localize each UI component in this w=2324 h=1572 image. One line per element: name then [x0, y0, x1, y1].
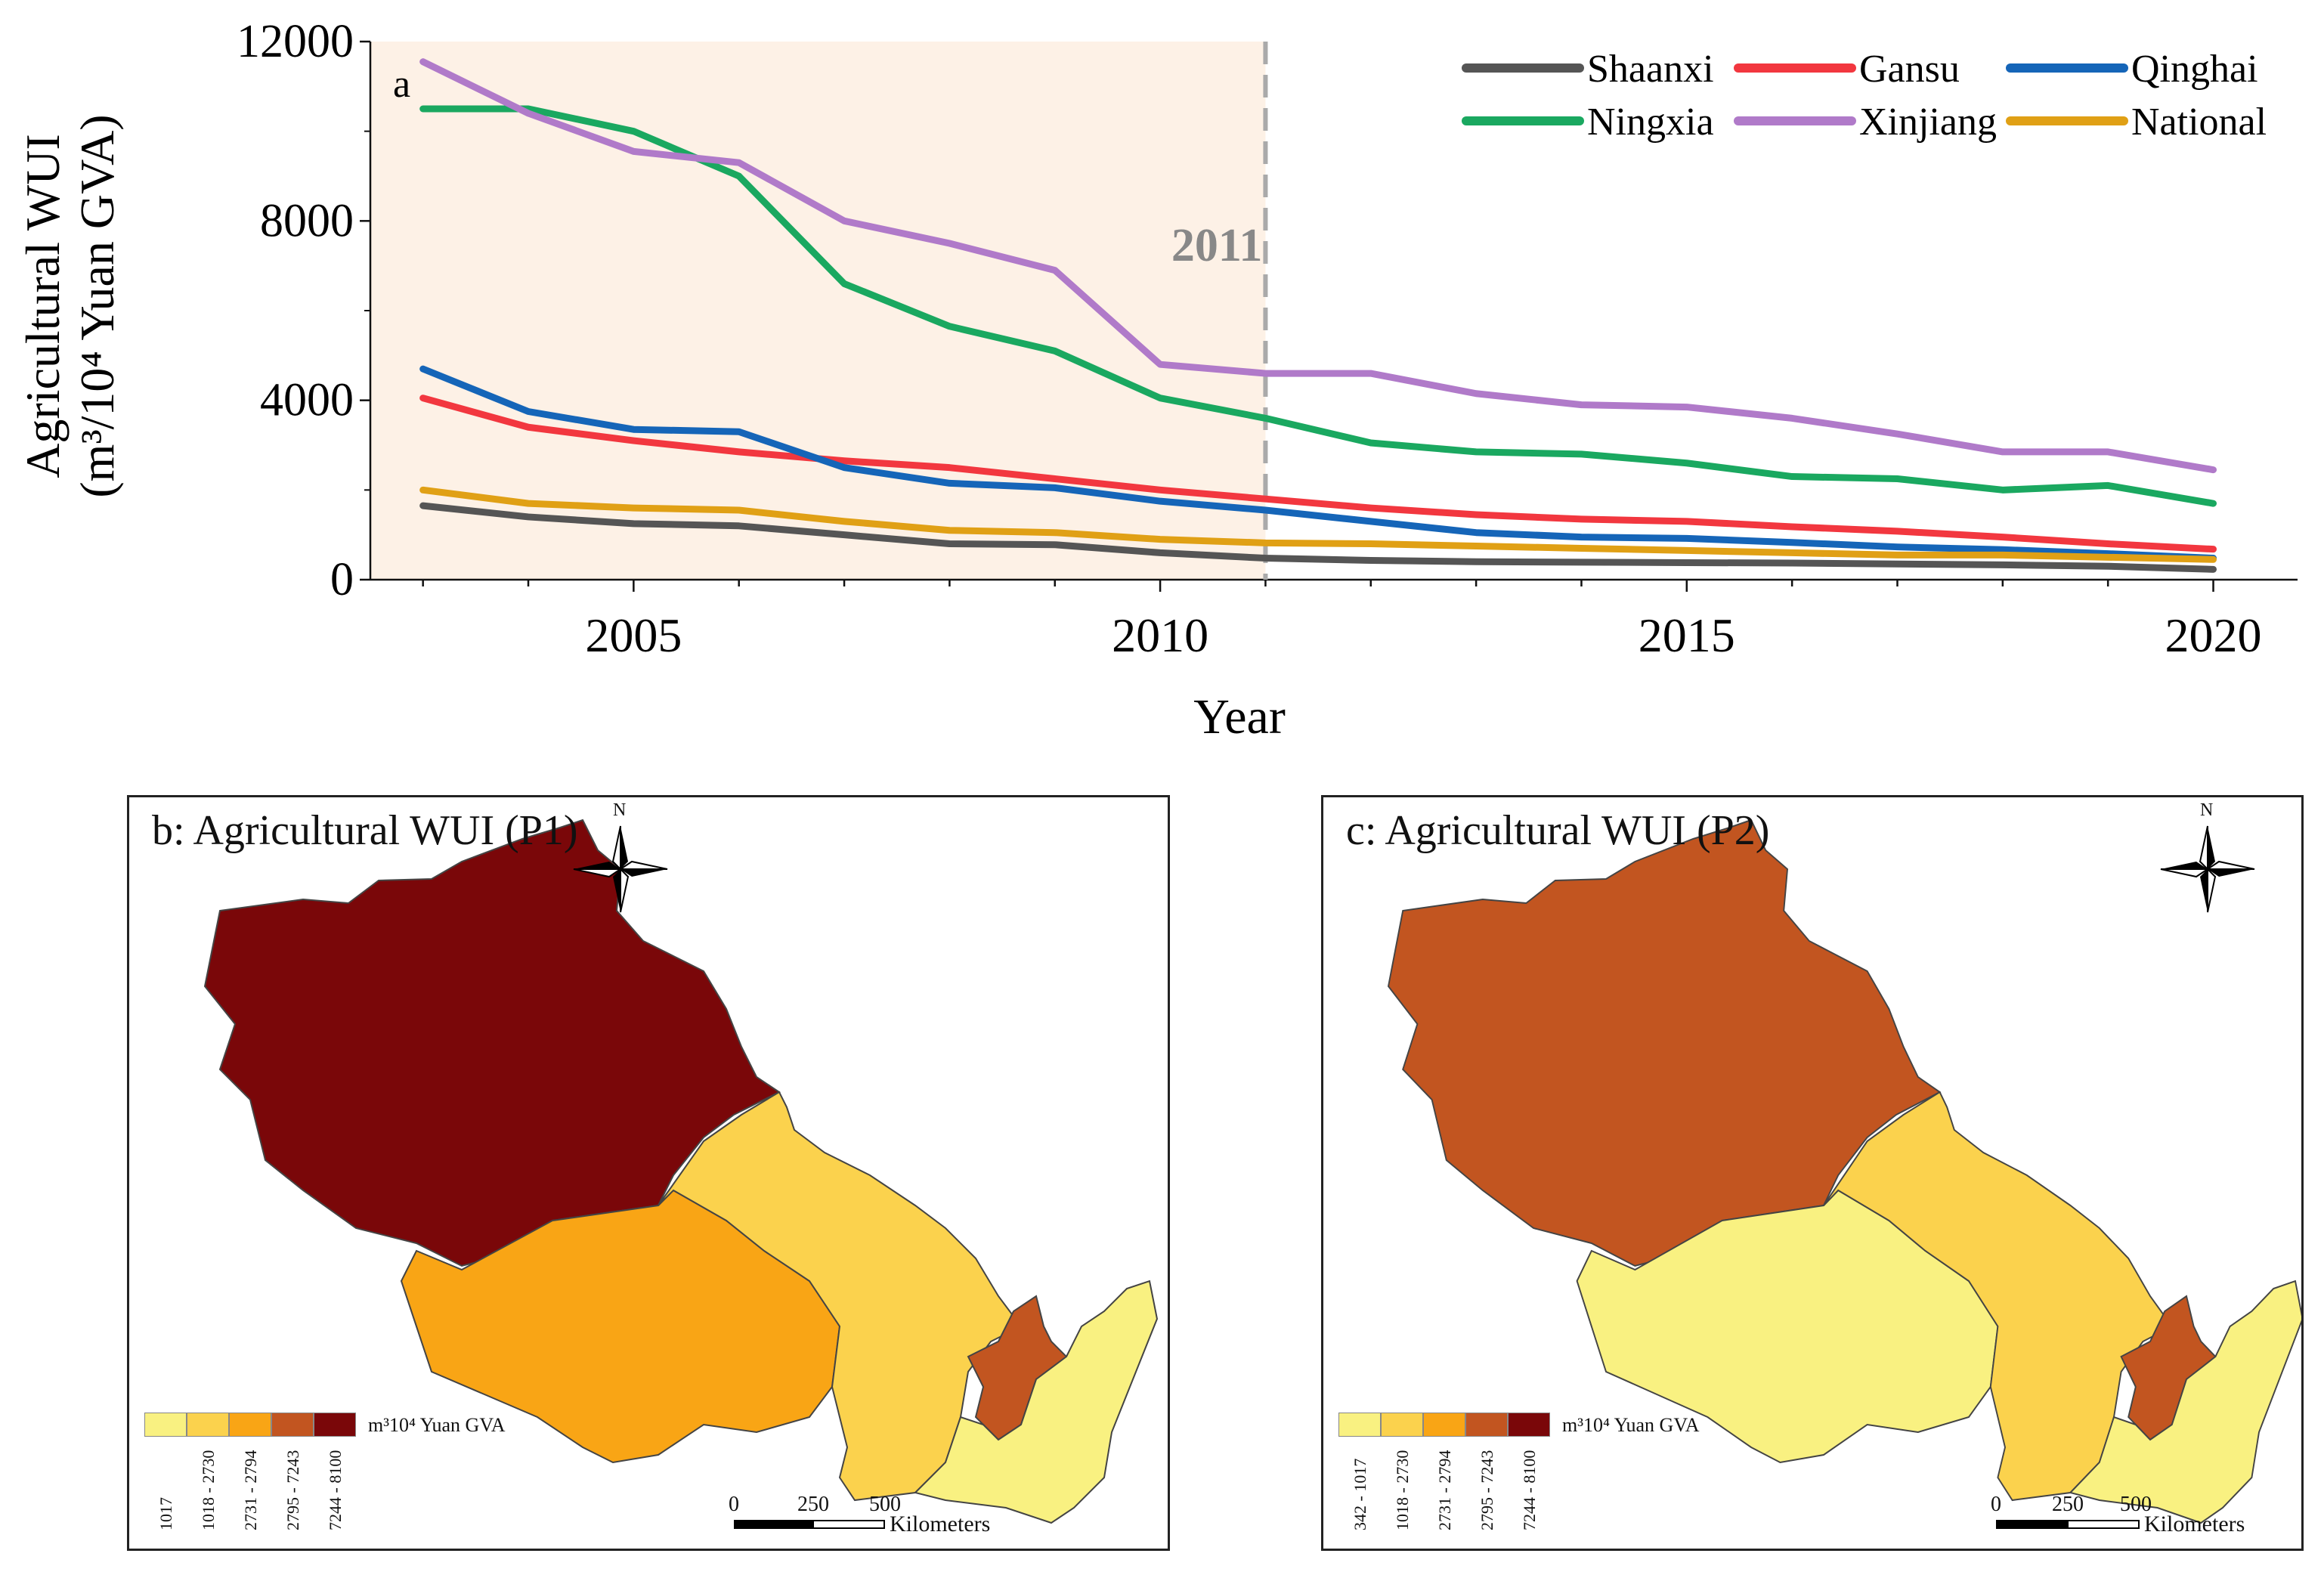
- legend-class-label: 2731 - 2794: [1435, 1450, 1454, 1530]
- scale-tick: 250: [797, 1493, 829, 1516]
- legend-entry-ningxia: Ningxia: [1587, 101, 1714, 144]
- legend-swatch: [1423, 1413, 1465, 1437]
- scale-unit: Kilometers: [890, 1512, 991, 1536]
- y-tick-label: 8000: [260, 195, 354, 246]
- map-title: c: Agricultural WUI (P2): [1346, 807, 1770, 854]
- map-title: b: Agricultural WUI (P1): [152, 807, 578, 854]
- choropleth-map-p1: [203, 818, 1159, 1524]
- scale-bar: 0 250 500 Kilometers: [729, 1493, 991, 1536]
- legend-entry-gansu: Gansu: [1859, 48, 1960, 91]
- x-tick-label: 2005: [585, 608, 682, 662]
- legend-class-label: 1018 - 2730: [199, 1450, 218, 1530]
- legend-unit: m³10⁴ Yuan GVA: [1562, 1414, 1700, 1436]
- legend-swatch: [314, 1413, 356, 1437]
- legend-class-label: 2795 - 7243: [1478, 1450, 1496, 1530]
- x-axis-ticks: 2005 2010 2015 2020: [422, 580, 2262, 662]
- line-chart: 0 4000 8000 12000 2005 2010 2015 2020 2011 a Y…: [16, 16, 2298, 744]
- x-tick-label: 2020: [2165, 608, 2262, 662]
- x-tick-label: 2010: [1112, 608, 1208, 662]
- legend-swatch: [1465, 1413, 1508, 1437]
- chart-legend: Shaanxi Gansu Qinghai Ningxia Xinjiang Nation…: [1462, 48, 2267, 144]
- legend-class-label: 1017: [156, 1497, 175, 1530]
- region-xinjiang: [203, 818, 781, 1267]
- legend-class-label: 7244 - 8100: [326, 1450, 345, 1530]
- scale-bar: 0 250 500 Kilometers: [1991, 1493, 2245, 1536]
- region-xinjiang: [1387, 818, 1942, 1267]
- x-tick-label: 2015: [1639, 608, 1735, 662]
- legend-swatch: [187, 1413, 229, 1437]
- map-panel-p2: c: Agricultural WUI (P2) N m³10⁴ Yuan GV…: [1321, 795, 2304, 1551]
- y-tick-label: 12000: [237, 16, 354, 67]
- region-shaanxi: [2069, 1280, 2301, 1524]
- map-legend: m³10⁴ Yuan GVA 342 - 1017 1018 - 2730 2731…: [1338, 1413, 1700, 1530]
- north-label: N: [2200, 800, 2214, 820]
- y-axis-label-line1: Agricultural WUI: [16, 134, 70, 478]
- legend-class-label: 2731 - 2794: [241, 1450, 260, 1530]
- series-line-xinjiang: [419, 58, 2217, 474]
- north-arrow-icon: [573, 825, 668, 913]
- panel-label-a: a: [393, 63, 410, 106]
- legend-entry-xinjiang: Xinjiang: [1859, 101, 1997, 144]
- series-line-qinghai: [419, 365, 2217, 562]
- series-line-ningxia: [419, 105, 2217, 507]
- y-axis-label-line2: (m³/10⁴ Yuan GVA): [70, 114, 124, 497]
- y-tick-label: 0: [330, 554, 354, 605]
- y-tick-label: 4000: [260, 375, 354, 426]
- legend-unit: m³10⁴ Yuan GVA: [368, 1414, 506, 1436]
- legend-swatch: [271, 1413, 314, 1437]
- region-shaanxi: [914, 1280, 1159, 1524]
- legend-swatch: [229, 1413, 271, 1437]
- north-arrow-icon: [2160, 825, 2255, 913]
- legend-swatch: [144, 1413, 187, 1437]
- map-legend: m³10⁴ Yuan GVA 1017 1018 - 2730 2731 - 279…: [144, 1413, 506, 1530]
- year-2011-annotation: 2011: [1171, 220, 1263, 271]
- legend-class-label: 7244 - 8100: [1520, 1450, 1539, 1530]
- legend-swatch: [1381, 1413, 1423, 1437]
- pre-2011-shaded-region: [370, 42, 1266, 580]
- series-lines: [419, 58, 2217, 573]
- legend-class-label: 1018 - 2730: [1393, 1450, 1412, 1530]
- scale-tick: 0: [729, 1493, 739, 1516]
- map-panel-p1: b: Agricultural WUI (P1) N m³10⁴ Yuan GV…: [127, 795, 1170, 1551]
- series-line-national: [419, 486, 2217, 563]
- choropleth-map-p2: [1387, 818, 2301, 1524]
- scale-unit: Kilometers: [2144, 1512, 2245, 1536]
- legend-class-label: 2795 - 7243: [283, 1450, 302, 1530]
- legend-entry-national: National: [2131, 101, 2267, 144]
- x-axis-label: Year: [1193, 689, 1286, 744]
- series-line-gansu: [419, 395, 2217, 553]
- series-line-shaanxi: [419, 502, 2217, 573]
- scale-tick: 500: [2120, 1493, 2152, 1516]
- legend-swatch: [1508, 1413, 1550, 1437]
- legend-entry-qinghai: Qinghai: [2131, 48, 2258, 91]
- scale-tick: 0: [1991, 1493, 2001, 1516]
- y-axis-ticks: 0 4000 8000 12000: [237, 16, 370, 605]
- legend-entry-shaanxi: Shaanxi: [1587, 48, 1714, 91]
- scale-tick: 250: [2052, 1493, 2084, 1516]
- north-label: N: [613, 800, 627, 820]
- legend-class-label: 342 - 1017: [1351, 1458, 1369, 1530]
- legend-swatch: [1338, 1413, 1381, 1437]
- scale-tick: 500: [869, 1493, 901, 1516]
